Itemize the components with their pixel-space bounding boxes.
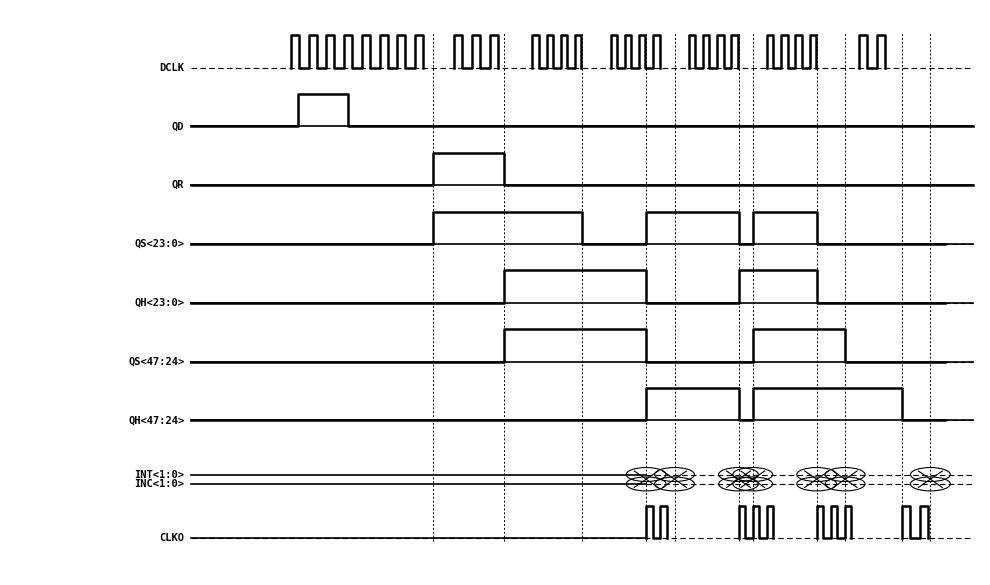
Text: QS<23:0>: QS<23:0> <box>135 239 184 249</box>
Text: INT<1:0>: INT<1:0> <box>135 470 184 480</box>
Text: QD: QD <box>172 121 184 132</box>
Text: QH<47:24>: QH<47:24> <box>128 415 184 425</box>
Text: QR: QR <box>172 180 184 190</box>
Text: DCLK: DCLK <box>159 63 184 73</box>
Text: INC<1:0>: INC<1:0> <box>135 479 184 489</box>
Text: CLKO: CLKO <box>159 533 184 543</box>
Text: QH<23:0>: QH<23:0> <box>135 298 184 308</box>
Text: QS<47:24>: QS<47:24> <box>128 357 184 367</box>
